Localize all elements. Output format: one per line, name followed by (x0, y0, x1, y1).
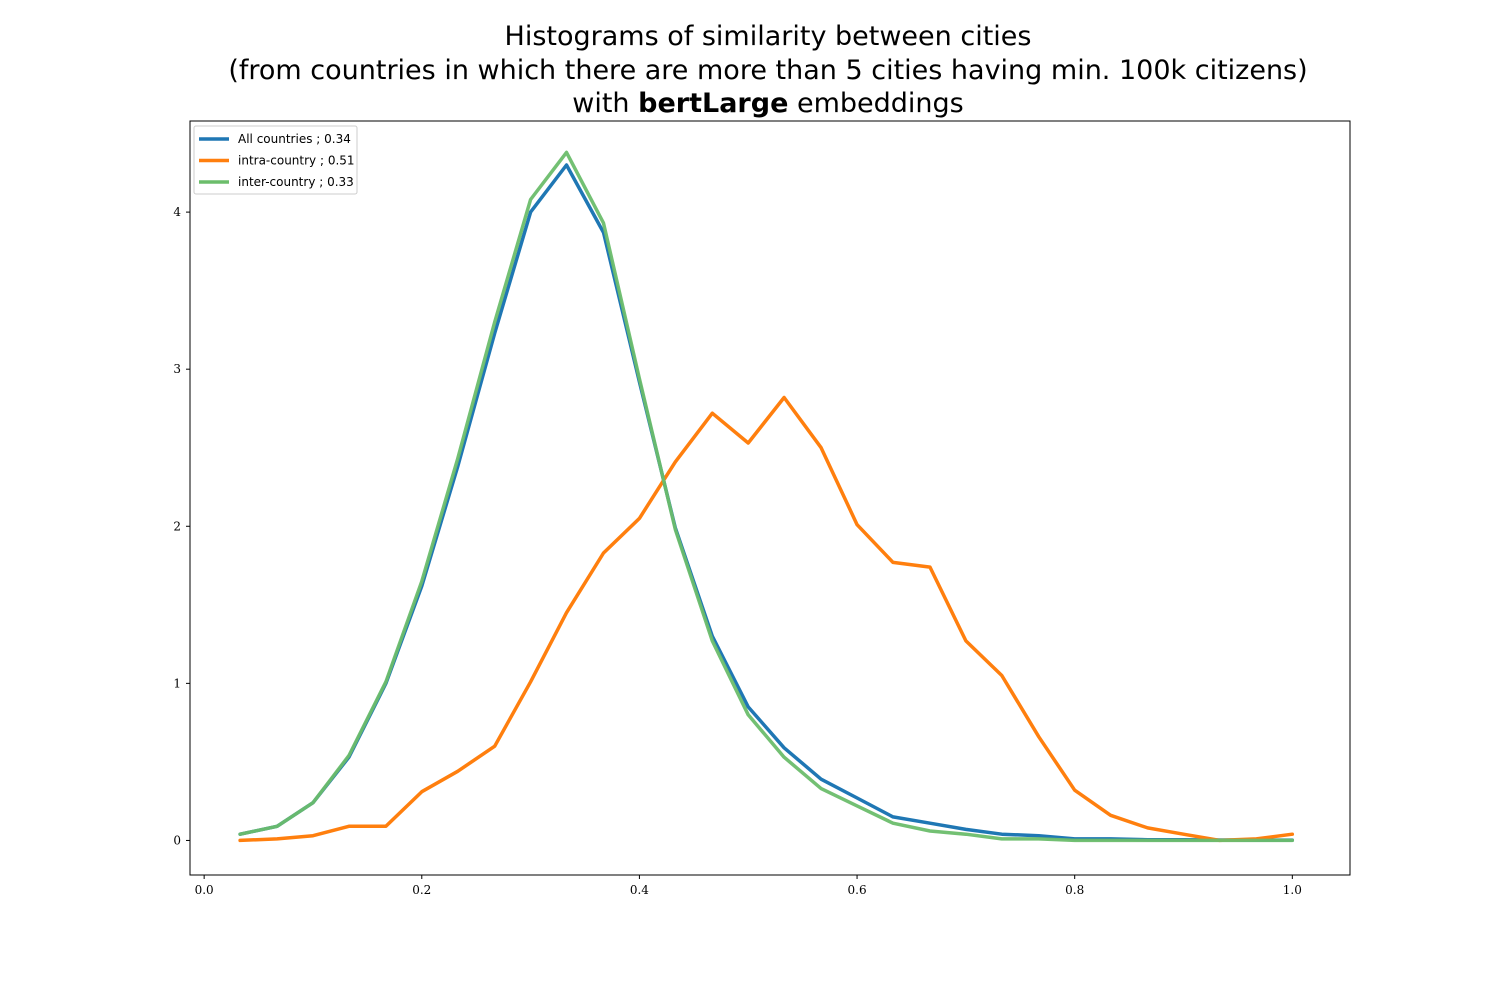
series-line-2 (238, 150, 1295, 843)
legend: All countries ; 0.34 intra-country ; 0.51… (193, 125, 358, 195)
x-tick-label: 0.6 (848, 883, 867, 897)
series-line-0 (238, 163, 1295, 842)
title-line-1: Histograms of similarity between cities (505, 21, 1032, 52)
x-tick-label: 1.0 (1283, 883, 1302, 897)
y-tick-label: 2 (173, 519, 181, 533)
legend-label-0: All countries ; 0.34 (238, 132, 351, 146)
y-tick-label: 1 (173, 676, 181, 690)
x-tick-label: 0.0 (195, 883, 214, 897)
legend-box (193, 125, 358, 195)
y-tick-label: 3 (173, 362, 181, 376)
legend-label-2: inter-country ; 0.33 (238, 175, 354, 189)
y-tick-label: 0 (173, 833, 181, 847)
title-line-2: (from countries in which there are more … (228, 55, 1307, 86)
title-line-3-bold: bertLarge (638, 88, 788, 119)
y-tick-label: 4 (173, 205, 181, 219)
plot-frame (189, 120, 1351, 876)
title-line-3: with bertLarge embeddings (572, 88, 963, 119)
chart-title: Histograms of similarity between cities … (228, 21, 1307, 119)
y-axis-ticks: 0 1 2 3 4 (173, 205, 190, 847)
x-tick-label: 0.8 (1065, 883, 1084, 897)
title-line-3-prefix: with (572, 88, 638, 119)
x-axis-ticks: 0.0 0.2 0.4 0.6 0.8 1.0 (195, 875, 1302, 897)
x-tick-label: 0.2 (412, 883, 431, 897)
title-line-3-suffix: embeddings (788, 88, 963, 119)
x-tick-label: 0.4 (630, 883, 649, 897)
legend-label-1: intra-country ; 0.51 (238, 154, 355, 168)
plot-series (238, 150, 1295, 843)
series-line-1 (238, 395, 1295, 843)
